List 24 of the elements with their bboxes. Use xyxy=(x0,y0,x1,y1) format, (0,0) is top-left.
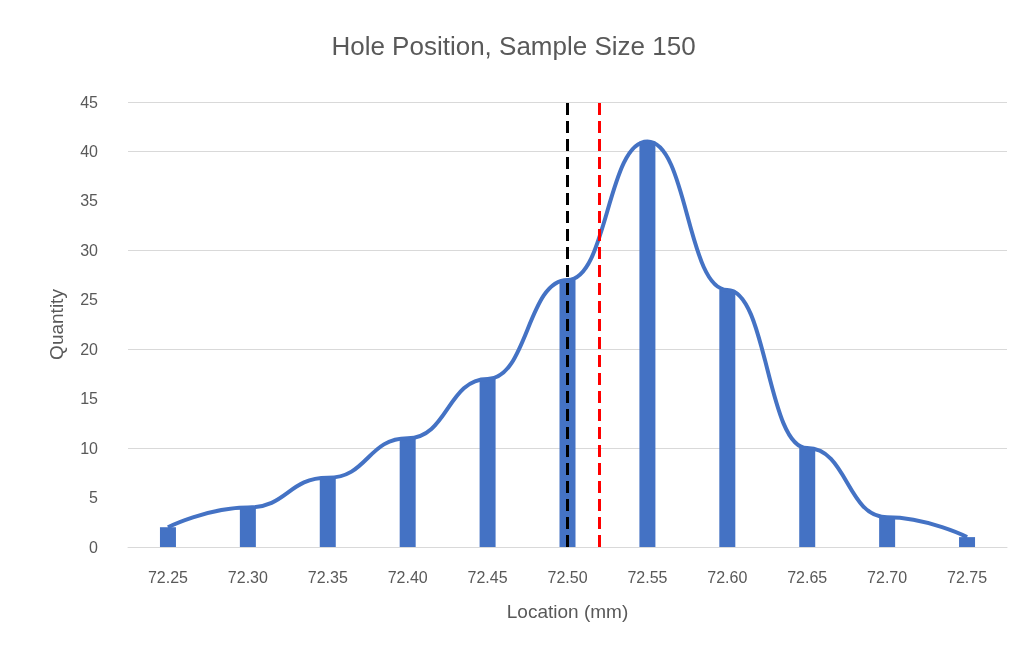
x-tick-label: 72.65 xyxy=(787,568,828,586)
x-tick-label: 72.35 xyxy=(307,568,348,586)
y-tick-label: 30 xyxy=(80,241,99,259)
y-axis-title: Quantity xyxy=(46,288,67,360)
x-tick-label: 72.70 xyxy=(867,568,908,586)
y-tick-label: 10 xyxy=(80,439,99,457)
x-tick-label: 72.50 xyxy=(547,568,588,586)
y-tick-label: 15 xyxy=(80,390,99,408)
x-tick-label: 72.75 xyxy=(947,568,988,586)
x-tick-label: 72.45 xyxy=(467,568,508,586)
y-tick-label: 40 xyxy=(80,142,99,160)
y-tick-label: 5 xyxy=(89,489,99,507)
x-tick-label: 72.25 xyxy=(147,568,189,586)
chart-title: Hole Position, Sample Size 150 xyxy=(331,31,696,61)
x-tick-label: 72.40 xyxy=(387,568,428,586)
x-tick-label: 72.60 xyxy=(707,568,748,586)
x-tick-label: 72.30 xyxy=(227,568,268,586)
y-tick-label: 45 xyxy=(80,93,99,111)
y-tick-label: 35 xyxy=(80,192,99,210)
y-tick-label: 20 xyxy=(80,340,99,358)
y-tick-label: 0 xyxy=(89,538,99,556)
x-tick-label: 72.55 xyxy=(627,568,668,586)
y-tick-label: 25 xyxy=(80,291,99,309)
x-axis-title: Location (mm) xyxy=(506,601,629,622)
